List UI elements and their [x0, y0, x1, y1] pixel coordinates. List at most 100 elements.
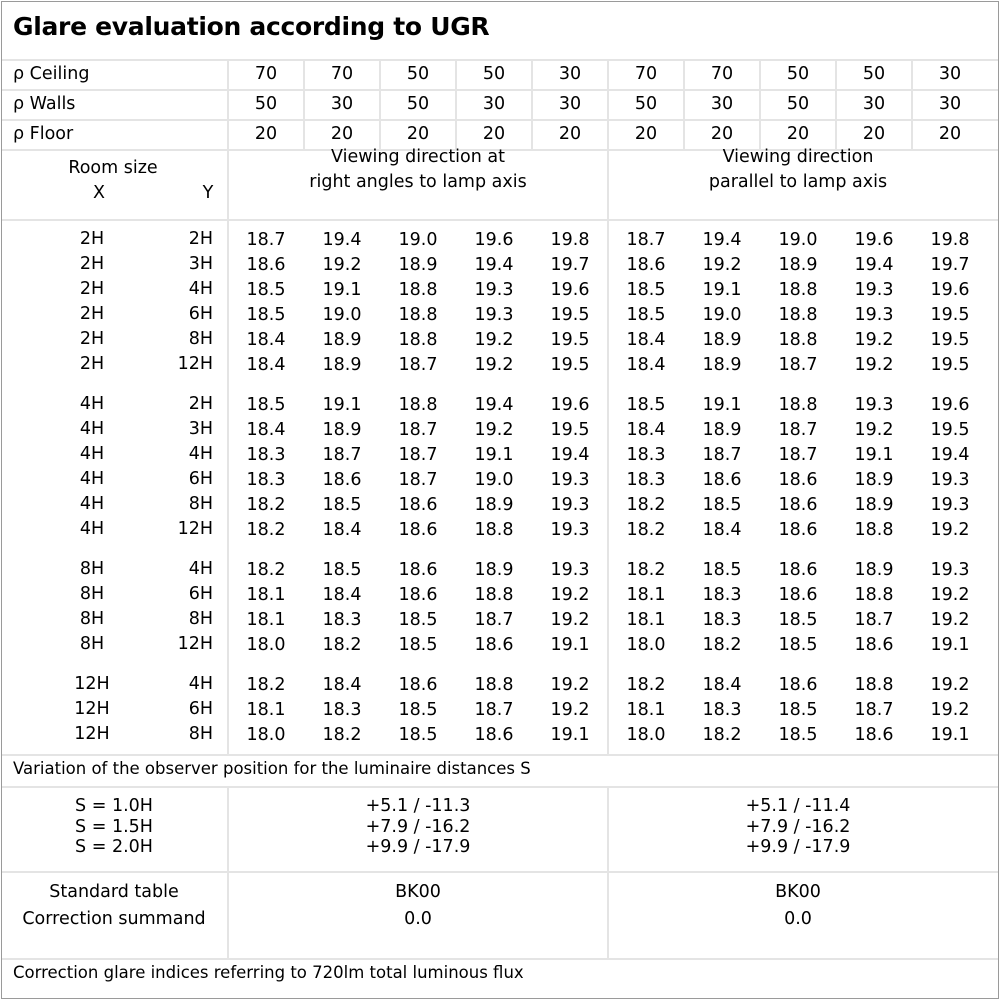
ugr-value: 18.2	[322, 724, 362, 745]
divider	[2, 958, 998, 960]
room-y: 8H	[188, 609, 213, 629]
ugr-value: 18.7	[398, 354, 438, 375]
variation-parallel: +7.9 / -16.2	[745, 816, 851, 837]
ugr-value: 18.1	[626, 584, 666, 605]
ugr-value: 18.3	[702, 584, 742, 605]
reflectance-value: 30	[938, 63, 962, 84]
reflectance-value: 20	[558, 123, 582, 144]
table-row: 4H 6H 18.3 18.6 18.7 19.0 19.3 18.3 18.6 18.6 18.9…	[0, 467, 1000, 492]
ugr-value: 18.6	[854, 634, 894, 655]
reflectance-row: ρ Walls 50 30 50 30 30 50 30 50 30 30	[0, 91, 1000, 116]
ugr-value: 19.3	[550, 469, 590, 490]
ugr-value: 18.2	[626, 494, 666, 515]
ugr-value: 18.8	[474, 674, 514, 695]
divider	[607, 149, 609, 755]
reflectance-value: 20	[254, 123, 278, 144]
room-y: 4H	[188, 279, 213, 299]
reflectance-value: 50	[786, 63, 810, 84]
ugr-value: 18.1	[626, 609, 666, 630]
ugr-value: 18.8	[398, 304, 438, 325]
ugr-value: 18.5	[778, 699, 818, 720]
reflectance-value: 50	[786, 93, 810, 114]
ugr-value: 18.7	[854, 699, 894, 720]
ugr-value: 19.2	[930, 609, 970, 630]
table-row: 8H 12H 18.0 18.2 18.5 18.6 19.1 18.0 18.2 18.5 18.…	[0, 632, 1000, 657]
room-x: 4H	[79, 469, 105, 489]
reflectance-label: ρ Floor	[13, 123, 74, 144]
ugr-value: 18.8	[854, 584, 894, 605]
room-y: 3H	[188, 419, 213, 439]
ugr-value: 18.2	[246, 559, 286, 580]
ugr-value: 19.4	[702, 229, 742, 250]
ugr-value: 18.4	[246, 354, 286, 375]
room-x: 8H	[79, 609, 105, 629]
ugr-value: 18.6	[246, 254, 286, 275]
table-row: 8H 8H 18.1 18.3 18.5 18.7 19.2 18.1 18.3 18.5 18.7…	[0, 607, 1000, 632]
standard-table-label: Standard table	[49, 882, 179, 902]
room-y: 3H	[188, 254, 213, 274]
ugr-value: 19.7	[930, 254, 970, 275]
reflectance-value: 50	[406, 93, 430, 114]
ugr-value: 19.2	[322, 254, 362, 275]
reflectance-value: 50	[482, 63, 506, 84]
ugr-value: 18.8	[474, 519, 514, 540]
view-right-angles-header-1: Viewing direction at	[331, 147, 505, 167]
ugr-value: 19.5	[930, 304, 970, 325]
ugr-value: 19.1	[702, 394, 742, 415]
variation-parallel: +9.9 / -17.9	[745, 837, 851, 857]
room-y: 2H	[188, 394, 213, 414]
table-row: 2H 12H 18.4 18.9 18.7 19.2 19.5 18.4 18.9 18.7 19.…	[0, 352, 1000, 377]
ugr-value: 18.8	[474, 584, 514, 605]
ugr-value: 18.8	[398, 394, 438, 415]
room-y-label: Y	[202, 183, 214, 203]
room-y: 6H	[188, 584, 213, 604]
ugr-value: 18.0	[246, 634, 286, 655]
ugr-value: 18.3	[322, 609, 362, 630]
ugr-value: 18.2	[246, 674, 286, 695]
ugr-value: 19.3	[474, 279, 514, 300]
ugr-value: 19.1	[474, 444, 514, 465]
ugr-value: 18.3	[702, 699, 742, 720]
ugr-value: 19.4	[550, 444, 590, 465]
variation-right-angles: +7.9 / -16.2	[365, 816, 471, 837]
table-row: 2H 8H 18.4 18.9 18.8 19.2 19.5 18.4 18.9 18.8 19.2…	[0, 327, 1000, 352]
ugr-value: 18.5	[246, 304, 286, 325]
ugr-value: 19.2	[474, 354, 514, 375]
ugr-value: 19.2	[550, 584, 590, 605]
room-size-cell: 4H 8H	[0, 492, 228, 517]
reflectance-value: 30	[862, 93, 886, 114]
divider	[379, 59, 381, 149]
ugr-value: 18.5	[702, 494, 742, 515]
ugr-value: 19.8	[550, 229, 590, 250]
divider	[303, 59, 305, 149]
table-row: 4H 12H 18.2 18.4 18.6 18.8 19.3 18.2 18.4 18.6 18.…	[0, 517, 1000, 542]
room-x: 2H	[79, 329, 105, 349]
variation-right-angles: +9.9 / -17.9	[365, 837, 471, 857]
room-y: 6H	[188, 469, 213, 489]
ugr-value: 18.8	[778, 329, 818, 350]
divider	[2, 871, 998, 873]
ugr-value: 18.9	[322, 329, 362, 350]
ugr-value: 19.2	[854, 354, 894, 375]
room-y: 12H	[177, 519, 213, 539]
ugr-value: 18.8	[398, 279, 438, 300]
ugr-value: 18.6	[778, 584, 818, 605]
ugr-value: 18.6	[398, 584, 438, 605]
ugr-value: 18.9	[322, 354, 362, 375]
reflectance-row: ρ Floor 20 20 20 20 20 20 20 20 20 20	[0, 121, 1000, 146]
divider	[227, 59, 229, 755]
ugr-value: 19.4	[322, 229, 362, 250]
ugr-value: 18.6	[626, 254, 666, 275]
ugr-value: 18.8	[778, 394, 818, 415]
ugr-value: 19.3	[550, 559, 590, 580]
ugr-value: 18.1	[246, 699, 286, 720]
table-row: 2H 4H 18.5 19.1 18.8 19.3 19.6 18.5 19.1 18.8 19.3…	[0, 277, 1000, 302]
ugr-value: 18.2	[626, 559, 666, 580]
view-parallel-header-1: Viewing direction	[722, 147, 874, 167]
divider	[911, 59, 913, 149]
ugr-value: 19.1	[550, 724, 590, 745]
reflectance-value: 30	[558, 93, 582, 114]
correction-summand-label: Correction summand	[22, 909, 206, 929]
ugr-value: 18.9	[854, 469, 894, 490]
room-y: 12H	[177, 354, 213, 374]
